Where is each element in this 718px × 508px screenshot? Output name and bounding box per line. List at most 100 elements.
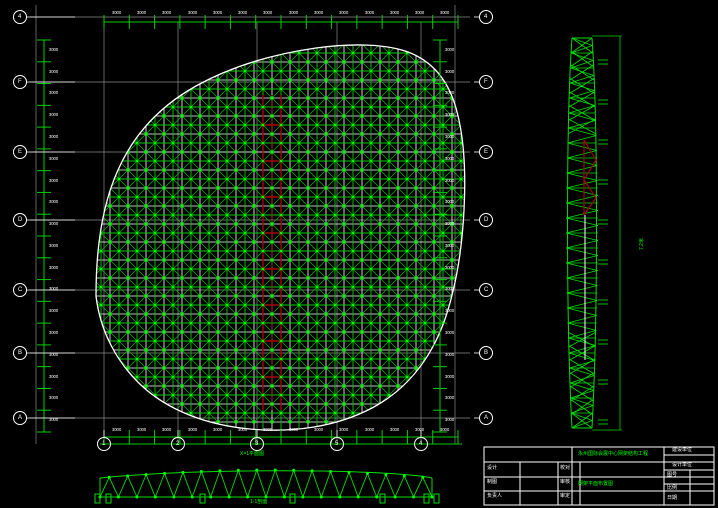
dimension-value: 3000 <box>444 221 455 227</box>
dimension-value: 3000 <box>339 427 349 433</box>
side-dimension-label: 7.2米 <box>639 238 645 250</box>
dimension-value: 3000 <box>444 308 455 314</box>
plan-caption: X=1平面图 <box>240 451 265 457</box>
dimension-value: 3000 <box>48 112 59 118</box>
grid-bubble-label: 5 <box>335 441 339 447</box>
dimension-value: 3000 <box>162 427 172 433</box>
space-frame-mesh <box>96 44 465 431</box>
grid-bubble-label: F <box>18 79 22 85</box>
dimension-value: 3000 <box>339 10 349 16</box>
dimension-value: 3000 <box>48 178 59 184</box>
side-web-members <box>565 37 599 429</box>
dimension-value: 3000 <box>48 90 59 97</box>
grid-bubble-label: C <box>18 287 23 293</box>
dimension-value: 3000 <box>414 10 425 16</box>
dimension-value: 3000 <box>48 286 59 293</box>
truss-supports <box>94 493 440 504</box>
grid-bubble-label: 3 <box>255 441 259 447</box>
title-block-left-r1c3: 审核 <box>560 479 571 485</box>
dimension-value: 3000 <box>111 427 121 433</box>
dimension-value: 3000 <box>313 10 324 16</box>
dimension-value: 3000 <box>444 374 455 380</box>
top-chord-grid <box>96 44 465 431</box>
dimension-value: 3000 <box>444 330 455 336</box>
dimension-string-bottom <box>100 430 462 445</box>
dimension-value: 3000 <box>263 10 273 16</box>
grid-bubble-label: D <box>484 217 489 223</box>
dimension-value: 3000 <box>48 417 59 423</box>
truss-elevation-side <box>565 35 622 431</box>
dimension-value: 3000 <box>48 374 59 380</box>
dimension-string-right <box>433 39 447 433</box>
dimension-string-left <box>37 39 51 433</box>
title-block-row-label-0: 图号 <box>667 472 678 478</box>
dimension-value: 3000 <box>444 112 455 118</box>
dimension-value: 3000 <box>187 427 197 433</box>
dimension-value: 3000 <box>414 427 425 433</box>
dimension-value: 3000 <box>212 427 223 433</box>
dimension-value: 3000 <box>48 330 59 336</box>
grid-bubble-label: 4 <box>484 14 488 20</box>
truss-elevation-front <box>94 468 440 504</box>
title-block-project: 永州国际会展中心网架结构工程 <box>578 451 649 457</box>
dimension-value: 3000 <box>313 427 324 433</box>
grid-bubble-label: B <box>18 350 23 356</box>
dimension-value: 3000 <box>48 134 59 140</box>
title-block-left-r2c1: 负责人 <box>487 493 503 499</box>
title-block-drawing-title: 网架平面布置图 <box>578 481 614 487</box>
dimension-value: 3000 <box>444 47 455 53</box>
dimension-value: 3000 <box>444 265 455 271</box>
grid-bubble-label: 2 <box>176 441 180 447</box>
dimension-value: 3000 <box>48 243 59 249</box>
grid-bubble-label: 1 <box>102 441 106 447</box>
title-block-left-r0c1: 设计 <box>487 465 498 471</box>
dimension-value: 3000 <box>111 10 121 16</box>
dimension-value: 3000 <box>444 199 455 205</box>
dimension-value: 3000 <box>389 427 400 433</box>
title-block-left-r0c3: 校对 <box>560 465 571 471</box>
dimension-value: 3000 <box>48 69 59 75</box>
grid-bubble-label: A <box>18 415 23 421</box>
dimension-value: 3000 <box>237 427 248 433</box>
dimension-value: 3000 <box>444 178 455 184</box>
title-block-left-r1c1: 制图 <box>487 479 498 485</box>
dimension-value: 3000 <box>263 427 273 433</box>
dimension-value: 3000 <box>237 10 248 16</box>
grid-bubble-label: D <box>18 217 23 223</box>
highlighted-members-red <box>262 95 282 410</box>
grid-bubble-label: 4 <box>419 441 423 447</box>
dimension-value: 3000 <box>48 221 59 227</box>
grid-bubble-label: B <box>484 350 489 356</box>
truss-nodes <box>98 468 434 499</box>
dimension-value: 3000 <box>444 417 455 423</box>
dimension-value: 3000 <box>444 134 455 140</box>
dimension-value: 3000 <box>440 427 450 433</box>
title-block-row-label-1: 比例 <box>667 485 678 491</box>
dimension-value: 3000 <box>48 308 59 314</box>
side-ticks <box>598 59 608 425</box>
grid-bubbles-right <box>474 10 493 425</box>
elevation-caption: 1-1剖面 <box>250 499 268 505</box>
dimension-value: 3000 <box>48 199 59 205</box>
dimension-value: 3000 <box>444 286 455 293</box>
dimension-value: 3000 <box>48 265 59 271</box>
truss-web-members <box>99 469 433 498</box>
grid-bubble-label: C <box>484 287 489 293</box>
dimension-value: 3000 <box>444 69 455 75</box>
dimension-value: 3000 <box>440 10 450 16</box>
title-block-frame <box>483 446 715 506</box>
dimension-value: 3000 <box>136 427 147 433</box>
dimension-value: 3000 <box>444 352 455 358</box>
grid-bubbles-left <box>13 10 75 425</box>
side-highlighted-members <box>583 139 597 216</box>
dimension-value: 3000 <box>136 10 147 16</box>
dimension-value: 3000 <box>444 395 455 401</box>
grid-bubble-label: A <box>484 415 489 421</box>
dimension-string-top <box>103 15 459 29</box>
dimension-value: 3000 <box>389 10 400 16</box>
title-block-left-r2c3: 审定 <box>560 493 571 499</box>
title-block-row-label-2: 日期 <box>667 495 678 501</box>
dimension-value: 3000 <box>288 10 298 16</box>
dimension-value: 3000 <box>444 243 455 249</box>
